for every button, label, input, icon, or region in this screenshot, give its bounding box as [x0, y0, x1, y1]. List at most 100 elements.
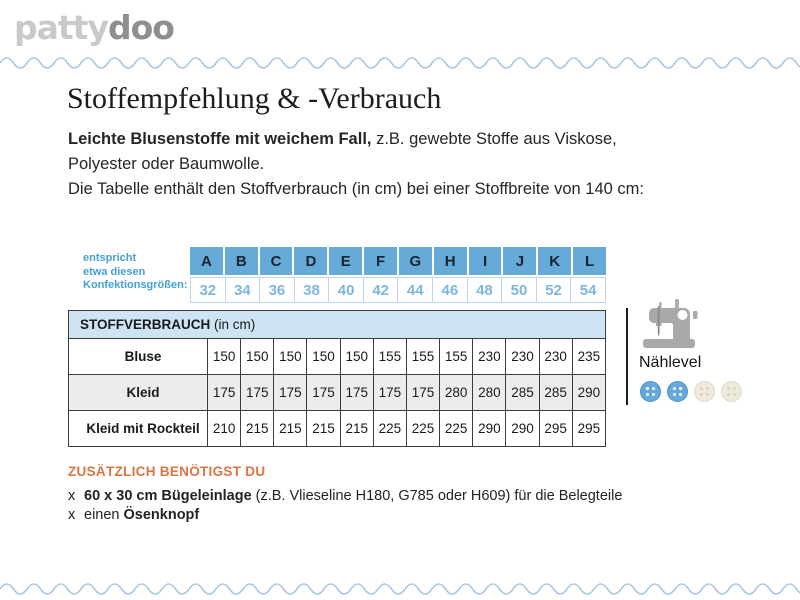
size-number-cell: 48	[467, 277, 503, 303]
size-caption-line: etwa diesen	[83, 265, 146, 278]
bottom-wave-divider	[0, 583, 800, 595]
value-cell: 230	[505, 338, 540, 375]
consumption-unit: (in cm)	[210, 317, 256, 332]
extras-heading: ZUSÄTZLICH BENÖTIGST DU	[68, 464, 266, 479]
table-row: Kleid 175 175 175 175 175 175 175 280 280 285 285 29…	[68, 374, 607, 411]
size-number-cell: 44	[398, 277, 434, 303]
value-cell: 225	[372, 410, 407, 447]
value-cell: 295	[571, 410, 607, 447]
value-cell: 280	[439, 374, 474, 411]
intro-text: Leichte Blusenstoffe mit weichem Fall, z…	[68, 127, 708, 202]
value-cell: 150	[206, 338, 242, 375]
size-letter-cell: I	[469, 247, 504, 275]
row-label: Kleid	[68, 374, 208, 411]
value-cell: 155	[405, 338, 441, 375]
table-row: Kleid mit Rockteil 210 215 215 215 215 225 225 2…	[68, 410, 607, 447]
size-letter-cell: J	[503, 247, 539, 275]
size-letter-cell: A	[190, 247, 225, 275]
value-cell: 290	[571, 374, 607, 411]
size-number-cell: 34	[225, 277, 261, 303]
value-cell: 175	[240, 374, 275, 411]
size-number-cell: 46	[433, 277, 468, 303]
value-cell: 175	[306, 374, 341, 411]
size-letter-cell: F	[364, 247, 399, 275]
value-cell: 150	[306, 338, 341, 375]
page-title: Stoffempfehlung & -Verbrauch	[67, 82, 442, 115]
list-item-text: einen	[84, 507, 124, 523]
value-cell: 285	[505, 374, 540, 411]
value-cell: 155	[372, 338, 407, 375]
size-letter-cell: H	[434, 247, 469, 275]
logo-part-dark: doo	[107, 8, 175, 47]
list-bullet: x	[68, 488, 76, 504]
size-letter-cell: G	[399, 247, 434, 275]
row-label: Kleid mit Rockteil	[68, 410, 208, 447]
value-cell: 155	[439, 338, 474, 375]
value-cell: 230	[472, 338, 507, 375]
vertical-divider	[626, 308, 628, 405]
value-cell: 215	[273, 410, 308, 447]
size-caption-line: entspricht	[83, 252, 137, 264]
value-cell: 215	[306, 410, 341, 447]
sewing-level-indicator	[640, 381, 742, 402]
size-caption-line: Konfektionsgrößen:	[83, 279, 188, 291]
extras-list: x 60 x 30 cm Bügeleinlage (z.B. Vlieselin…	[68, 487, 622, 525]
table-row: Bluse 150 150 150 150 150 155 155 155 230 230 230 23…	[68, 338, 607, 375]
size-number-cell: 42	[363, 277, 399, 303]
consumption-table-header: STOFFVERBRAUCH (in cm)	[68, 310, 606, 339]
value-cell: 235	[571, 338, 607, 375]
size-number-cell: 40	[329, 277, 364, 303]
list-item: x 60 x 30 cm Bügeleinlage (z.B. Vlieselin…	[68, 487, 622, 506]
value-cell: 295	[538, 410, 573, 447]
level-button-icon	[640, 381, 661, 402]
value-cell: 210	[206, 410, 242, 447]
value-cell: 225	[439, 410, 474, 447]
value-cell: 285	[538, 374, 573, 411]
value-cell: 175	[206, 374, 242, 411]
intro-bold-lead: Leichte Blusenstoffe mit weichem Fall,	[68, 130, 372, 148]
sewing-machine-icon	[643, 299, 698, 348]
size-number-cell: 36	[260, 277, 295, 303]
top-wave-divider	[0, 57, 800, 69]
value-cell: 230	[538, 338, 573, 375]
value-cell: 215	[240, 410, 275, 447]
size-letter-cell: B	[225, 247, 260, 275]
value-cell: 150	[273, 338, 308, 375]
value-cell: 175	[339, 374, 374, 411]
size-letter-cell: L	[584, 252, 595, 270]
level-button-icon	[694, 381, 715, 402]
row-label: Bluse	[68, 338, 208, 375]
size-number-cell: 32	[190, 277, 226, 303]
size-number-cell: 52	[536, 277, 572, 303]
pattydoo-logo: pattydoo	[14, 8, 175, 47]
level-button-icon	[667, 381, 688, 402]
size-letter-cell: K	[538, 247, 574, 275]
value-cell: 175	[273, 374, 308, 411]
value-cell: 150	[240, 338, 275, 375]
value-cell: 175	[372, 374, 407, 411]
consumption-title: STOFFVERBRAUCH	[80, 317, 211, 332]
list-item: x einen Ösenknopf	[68, 506, 622, 525]
size-letter-cell: D	[294, 247, 330, 275]
value-cell: 290	[472, 410, 507, 447]
sewing-level-label: Nählevel	[639, 354, 702, 371]
list-item-text: 60 x 30 cm Bügeleinlage	[84, 488, 252, 504]
list-item-text: Ösenknopf	[123, 507, 200, 523]
logo-part-light: patty	[14, 8, 109, 47]
size-letter-cell: E	[329, 247, 365, 275]
size-table-caption: entspricht etwa diesen Konfektionsgrößen:	[83, 252, 188, 293]
value-cell: 175	[405, 374, 441, 411]
level-button-icon	[721, 381, 742, 402]
intro-line2: Polyester oder Baumwolle.	[68, 155, 265, 173]
intro-line3: Die Tabelle enthält den Stoffverbrauch (…	[68, 180, 644, 198]
size-number-row: 32 34 36 38 40 42 44 46 48 50 52 54	[190, 277, 606, 303]
size-number-cell: 50	[502, 277, 537, 303]
size-number-cell: 38	[294, 277, 330, 303]
size-number-cell: 54	[571, 277, 606, 303]
intro-line1-rest: z.B. gewebte Stoffe aus Viskose,	[371, 130, 617, 148]
value-cell: 290	[505, 410, 540, 447]
size-letter-cell: C	[260, 247, 295, 275]
